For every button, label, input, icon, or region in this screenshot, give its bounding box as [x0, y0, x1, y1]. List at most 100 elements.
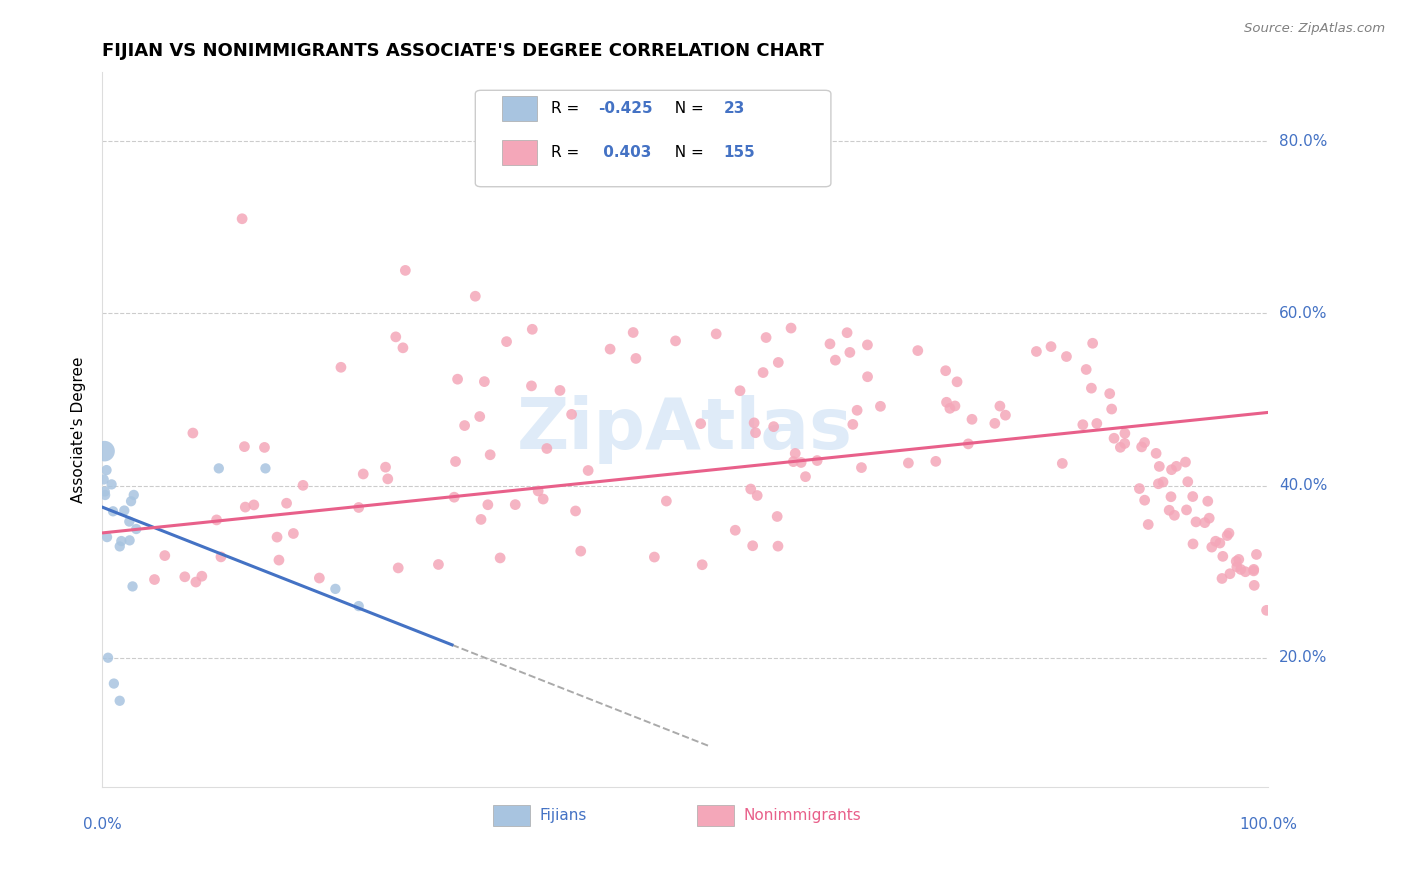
Point	[205, 513, 228, 527]
Point	[474, 375, 496, 389]
Point	[768, 355, 790, 369]
Point	[464, 289, 486, 303]
Point	[740, 482, 762, 496]
Point	[191, 569, 214, 583]
Point	[1128, 482, 1150, 496]
Point	[664, 334, 686, 348]
Point	[1256, 603, 1278, 617]
Point	[1194, 516, 1216, 530]
Point	[329, 360, 352, 375]
Point	[1211, 572, 1233, 586]
Point	[243, 498, 266, 512]
Point	[520, 379, 543, 393]
Point	[824, 353, 846, 368]
Point	[1025, 344, 1047, 359]
Point	[267, 553, 290, 567]
Point	[94, 484, 117, 499]
Point	[1149, 459, 1171, 474]
Point	[503, 498, 526, 512]
Text: N =: N =	[665, 101, 709, 116]
Point	[1209, 536, 1232, 550]
Point	[253, 441, 276, 455]
Point	[744, 425, 766, 440]
Point	[1152, 475, 1174, 489]
Point	[347, 500, 370, 515]
Point	[394, 263, 416, 277]
Text: -0.425: -0.425	[598, 101, 652, 116]
Point	[120, 494, 142, 508]
Point	[536, 442, 558, 456]
Point	[184, 575, 207, 590]
Point	[818, 337, 841, 351]
Point	[1101, 402, 1123, 417]
Point	[468, 409, 491, 424]
FancyBboxPatch shape	[475, 90, 831, 186]
Point	[1133, 493, 1156, 508]
Text: 80.0%: 80.0%	[1279, 134, 1327, 149]
Text: 60.0%: 60.0%	[1279, 306, 1327, 321]
Point	[842, 417, 865, 432]
Point	[444, 454, 467, 468]
Point	[233, 500, 256, 514]
Point	[443, 490, 465, 504]
Point	[1219, 566, 1241, 581]
Point	[377, 472, 399, 486]
Point	[576, 463, 599, 477]
Point	[1185, 515, 1208, 529]
Point	[96, 530, 118, 544]
Point	[1130, 440, 1153, 454]
Point	[1081, 336, 1104, 351]
Point	[125, 522, 148, 536]
Text: 0.0%: 0.0%	[83, 817, 121, 832]
Point	[1175, 503, 1198, 517]
Point	[1085, 417, 1108, 431]
Point	[621, 326, 644, 340]
Text: 155: 155	[724, 145, 755, 161]
Point	[96, 463, 118, 477]
Point	[527, 483, 550, 498]
Point	[1229, 562, 1251, 576]
Point	[1114, 436, 1136, 450]
Point	[741, 539, 763, 553]
Point	[1102, 431, 1125, 445]
Point	[935, 395, 957, 409]
Point	[108, 540, 131, 554]
Point	[569, 544, 592, 558]
Point	[624, 351, 647, 366]
Point	[1212, 549, 1234, 564]
Point	[143, 573, 166, 587]
Point	[1218, 526, 1240, 541]
Text: Nonimmigrants: Nonimmigrants	[744, 808, 862, 823]
Text: Source: ZipAtlas.com: Source: ZipAtlas.com	[1244, 22, 1385, 36]
Point	[988, 399, 1011, 413]
Point	[794, 469, 817, 483]
Point	[1040, 340, 1063, 354]
Point	[1197, 494, 1219, 508]
Point	[233, 440, 256, 454]
Point	[994, 408, 1017, 422]
Point	[325, 582, 347, 596]
Point	[153, 549, 176, 563]
Point	[599, 342, 621, 356]
Point	[1109, 440, 1132, 454]
Point	[1243, 562, 1265, 576]
Point	[1177, 475, 1199, 489]
Point	[110, 534, 132, 549]
Point	[838, 345, 860, 359]
Point	[479, 448, 502, 462]
Point	[939, 401, 962, 416]
Point	[181, 425, 204, 440]
Point	[1243, 564, 1265, 578]
Point	[755, 330, 778, 344]
Point	[728, 384, 751, 398]
Point	[112, 503, 135, 517]
Point	[957, 437, 980, 451]
Point	[835, 326, 858, 340]
Point	[101, 504, 124, 518]
Point	[724, 523, 747, 537]
Point	[655, 494, 678, 508]
Point	[704, 326, 727, 341]
Point	[446, 372, 468, 386]
Text: FIJIAN VS NONIMMIGRANTS ASSOCIATE'S DEGREE CORRELATION CHART: FIJIAN VS NONIMMIGRANTS ASSOCIATE'S DEGR…	[103, 42, 824, 60]
Point	[283, 526, 305, 541]
